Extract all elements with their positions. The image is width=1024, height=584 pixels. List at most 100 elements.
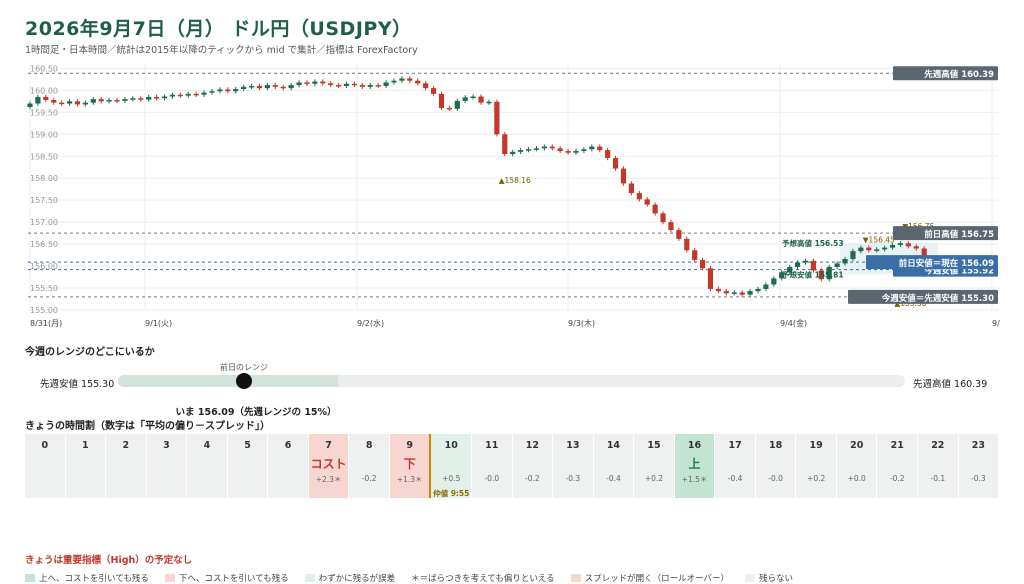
event-alert: きょうは重要指標（High）の予定なし: [25, 555, 193, 566]
hour-cell: 1: [65, 434, 107, 498]
candle-body: [130, 98, 136, 100]
candle-body: [787, 266, 793, 273]
y-tick-label: 156.00: [30, 262, 58, 271]
candle-body: [138, 98, 144, 100]
y-tick-label: 158.50: [30, 152, 58, 161]
candle-body: [850, 251, 856, 260]
hour-cell: 11 -0.0: [472, 434, 513, 498]
candle-body: [826, 266, 832, 280]
previous-day-range: [118, 375, 339, 387]
candle-body: [399, 78, 405, 81]
candle-body: [272, 85, 278, 87]
candle-body: [225, 89, 231, 92]
y-tick-label: 160.50: [30, 64, 58, 73]
legend-label: 下へ、コストを引いても残る: [178, 574, 289, 584]
hour-value: -0.1: [930, 474, 946, 483]
hour-value: -0.0: [484, 474, 500, 483]
forecast-label: 予想高値 156.53: [782, 238, 844, 248]
hour-value: +1.5＊: [681, 475, 708, 484]
range-section-title: 今週のレンジのどこにいるか: [25, 347, 155, 358]
reference-tag-label: 前日高値 156.75: [924, 229, 994, 240]
hour-cell: 12 -0.2: [512, 434, 554, 498]
candle-body: [343, 83, 350, 86]
candle-body: [82, 102, 88, 105]
candle-body: [541, 146, 547, 149]
y-tick-label: 158.00: [30, 174, 58, 183]
legend-item: 上へ、コストを引いても残る: [25, 572, 149, 584]
hour-cell: 14 -0.4: [593, 434, 635, 498]
candle-body: [304, 82, 310, 84]
hour-number: 4: [203, 440, 211, 451]
hour-value: -0.2: [525, 474, 540, 483]
legend: 上へ、コストを引いても残る 下へ、コストを引いても残る わずかに残るが誤差 ＊＝ばらつ…: [25, 572, 809, 584]
hour-number: 1: [82, 440, 89, 451]
candle-body: [391, 80, 397, 83]
legend-item: ＊＝ばらつきを考えても偏りといえる: [411, 572, 554, 584]
hour-cell: 8 -0.2: [349, 434, 390, 498]
candle-body: [818, 270, 824, 280]
candle-body: [312, 81, 318, 84]
candle-body: [707, 268, 714, 289]
candle-body: [478, 96, 484, 103]
candle-body: [882, 247, 888, 250]
candle-body: [383, 82, 389, 86]
candle-body: [620, 168, 627, 184]
legend-swatch: [570, 574, 581, 582]
candle-body: [684, 238, 690, 251]
candle-body: [217, 89, 223, 92]
candle-body: [201, 92, 207, 95]
current-position-marker: [236, 373, 253, 389]
hour-cell: 16 上 +1.5＊: [674, 434, 716, 498]
hour-cell: 22 -0.1: [918, 434, 959, 498]
candle-body: [858, 247, 864, 252]
candle-body: [470, 96, 476, 99]
hour-number: 2: [122, 440, 130, 451]
candle-body: [874, 249, 880, 251]
candle-body: [90, 99, 96, 103]
legend-item: 下へ、コストを引いても残る: [164, 572, 289, 584]
candle-body: [518, 150, 524, 152]
hour-value: +0.2: [807, 474, 826, 483]
hour-value: -0.3: [565, 474, 581, 483]
candle-body: [256, 85, 263, 89]
hour-value: +0.2: [644, 474, 664, 483]
hour-value: -0.2: [361, 474, 377, 483]
legend-label: スプレッドが開く（ロールオーバー）: [584, 574, 729, 584]
hour-note: 仲値 9:55: [433, 489, 470, 498]
candle-body: [573, 150, 579, 153]
candle-body: [628, 183, 634, 194]
candle-body: [668, 222, 674, 231]
candle-body: [581, 149, 587, 151]
candle-body: [802, 260, 809, 263]
current-position-label: いま 156.09（先週レンジの 15%）: [175, 407, 337, 418]
candle-body: [676, 230, 682, 239]
candle-body: [755, 288, 761, 292]
candle-body: [209, 91, 215, 93]
candle-body: [106, 100, 112, 102]
candle-body: [248, 85, 255, 88]
candle-body: [169, 94, 176, 97]
hour-number: 20: [850, 440, 864, 451]
candle-body: [644, 199, 650, 205]
candle-body: [771, 278, 777, 285]
page-title: 2026年9月7日（月） ドル円（USDJPY）: [25, 18, 412, 40]
hour-number: 3: [163, 440, 170, 451]
hour-cell: 5: [227, 434, 269, 498]
candle-body: [43, 96, 49, 101]
candle-body: [589, 146, 595, 150]
hour-cell: 9 下 +1.3＊: [389, 434, 432, 498]
candle-body: [565, 150, 571, 153]
legend-swatch: [25, 574, 35, 582]
price-annotation: ▼156.45: [863, 235, 895, 244]
candle-body: [359, 85, 365, 87]
y-tick-label: 159.00: [30, 130, 58, 139]
candle-body: [510, 151, 516, 155]
hour-number: 17: [728, 440, 742, 451]
hour-cell: 0: [25, 434, 66, 498]
hour-value: -0.4: [727, 474, 743, 483]
candle-body: [320, 81, 326, 84]
candle-body: [35, 96, 41, 104]
candle-body: [810, 260, 816, 271]
candle-body: [446, 107, 452, 110]
candle-body: [549, 146, 555, 149]
